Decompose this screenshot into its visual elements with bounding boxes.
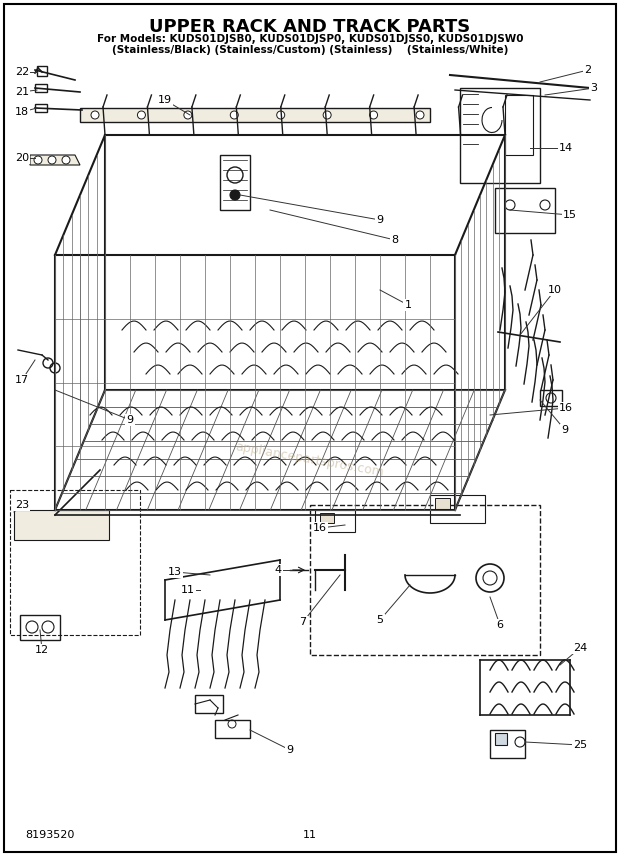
Text: 17: 17 — [15, 375, 29, 385]
Text: 16: 16 — [559, 403, 573, 413]
Text: UPPER RACK AND TRACK PARTS: UPPER RACK AND TRACK PARTS — [149, 18, 471, 36]
Text: 2: 2 — [585, 65, 591, 75]
Polygon shape — [30, 155, 80, 165]
Bar — [35, 84, 47, 92]
Bar — [430, 495, 485, 523]
Text: 5: 5 — [376, 615, 384, 625]
Text: 9: 9 — [286, 745, 293, 755]
Text: 15: 15 — [563, 210, 577, 220]
Text: For Models: KUDS01DJSB0, KUDS01DJSP0, KUDS01DJSS0, KUDS01DJSW0: For Models: KUDS01DJSB0, KUDS01DJSP0, KU… — [97, 34, 523, 44]
Text: 20: 20 — [15, 153, 29, 163]
Bar — [435, 498, 450, 510]
Text: 11: 11 — [303, 830, 317, 840]
Bar — [310, 505, 540, 655]
Bar — [495, 733, 507, 745]
Text: 16: 16 — [313, 523, 327, 533]
Circle shape — [138, 111, 146, 119]
Text: 11: 11 — [181, 585, 195, 595]
Text: 21: 21 — [15, 87, 29, 97]
Text: 9: 9 — [562, 425, 569, 435]
Bar — [35, 104, 47, 112]
Text: 3: 3 — [590, 83, 598, 93]
Text: (Stainless/Black) (Stainless/Custom) (Stainless)    (Stainless/White): (Stainless/Black) (Stainless/Custom) (St… — [112, 45, 508, 55]
Text: 12: 12 — [35, 645, 49, 655]
Bar — [195, 695, 223, 713]
Text: 8: 8 — [391, 235, 399, 245]
Circle shape — [91, 111, 99, 119]
Circle shape — [323, 111, 331, 119]
Bar — [14, 510, 109, 540]
Bar — [37, 66, 47, 76]
Circle shape — [184, 111, 192, 119]
Circle shape — [370, 111, 378, 119]
Bar — [505, 95, 533, 155]
Bar — [215, 720, 250, 738]
Text: 7: 7 — [299, 617, 306, 627]
Bar — [10, 490, 140, 635]
Bar — [20, 615, 60, 640]
Text: 8193520: 8193520 — [25, 830, 74, 840]
Bar — [460, 88, 540, 183]
Bar — [490, 730, 525, 758]
Bar — [320, 513, 334, 523]
Bar — [540, 390, 562, 406]
Bar — [495, 188, 555, 233]
Text: 24: 24 — [573, 643, 587, 653]
Text: 1: 1 — [404, 300, 412, 310]
Bar — [315, 510, 355, 532]
Circle shape — [277, 111, 285, 119]
Circle shape — [230, 190, 240, 200]
Text: 19: 19 — [158, 95, 172, 105]
Bar — [80, 108, 430, 122]
Bar — [220, 155, 250, 210]
Circle shape — [416, 111, 424, 119]
Text: 23: 23 — [15, 500, 29, 510]
Text: 14: 14 — [559, 143, 573, 153]
Circle shape — [34, 156, 42, 164]
Text: 25: 25 — [573, 740, 587, 750]
Text: 4: 4 — [275, 565, 281, 575]
Text: 9: 9 — [376, 215, 384, 225]
Text: 10: 10 — [548, 285, 562, 295]
Circle shape — [62, 156, 70, 164]
Circle shape — [230, 111, 238, 119]
Circle shape — [48, 156, 56, 164]
Text: 18: 18 — [15, 107, 29, 117]
Text: appliancepartspros.com: appliancepartspros.com — [235, 441, 385, 479]
Text: 9: 9 — [126, 415, 133, 425]
Text: 13: 13 — [168, 567, 182, 577]
Text: 22: 22 — [15, 67, 29, 77]
Text: 6: 6 — [497, 620, 503, 630]
